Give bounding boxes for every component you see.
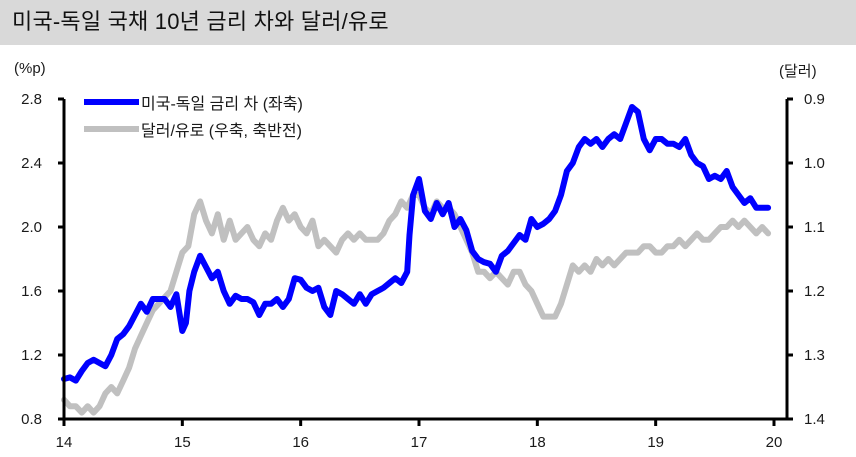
left-tick-label: 1.2 <box>21 347 42 364</box>
legend: 미국-독일 금리 차 (좌축) 달러/유로 (우축, 축반전) <box>84 88 303 142</box>
right-tick-label: 1.1 <box>804 219 825 236</box>
x-tick-label: 20 <box>766 434 783 451</box>
chart-title: 미국-독일 국채 10년 금리 차와 달러/유로 <box>12 9 389 34</box>
x-tick-label: 17 <box>411 434 428 451</box>
spread-line <box>61 104 772 384</box>
right-tick-label: 1.4 <box>804 411 825 428</box>
legend-swatch-gray-line <box>84 125 139 132</box>
legend-item-usd-eur: 달러/유로 (우축, 축반전) <box>84 115 303 142</box>
right-tick-label: 0.9 <box>804 91 825 108</box>
right-axis-unit: (달러) <box>779 63 817 80</box>
right-tick-label: 1.3 <box>804 347 825 364</box>
x-tick-label: 16 <box>292 434 309 451</box>
left-axis-unit: (%p) <box>14 60 46 77</box>
x-tick-label: 18 <box>529 434 546 451</box>
legend-swatch-blue-line <box>84 98 139 105</box>
x-tick-label: 19 <box>647 434 664 451</box>
title-bar: 미국-독일 국채 10년 금리 차와 달러/유로 <box>0 0 856 45</box>
axes-layer: 2.8 2.4 2.0 1.6 1.2 0.8 0.9 1.0 1.1 1.2 1.3 1.4 14 15… <box>21 91 825 451</box>
legend-item-spread: 미국-독일 금리 차 (좌축) <box>84 88 303 115</box>
series-layer <box>61 104 772 416</box>
left-tick-label: 1.6 <box>21 283 42 300</box>
left-tick-label: 2.0 <box>21 219 42 236</box>
x-tick-label: 14 <box>56 434 73 451</box>
legend-label: 미국-독일 금리 차 (좌축) <box>141 95 303 113</box>
legend-label: 달러/유로 (우축, 축반전) <box>141 122 302 140</box>
right-tick-label: 1.2 <box>804 283 825 300</box>
left-tick-label: 0.8 <box>21 411 42 428</box>
x-tick-label: 15 <box>174 434 191 451</box>
right-tick-label: 1.0 <box>804 155 825 172</box>
left-tick-label: 2.4 <box>21 155 42 172</box>
left-tick-label: 2.8 <box>21 91 42 108</box>
